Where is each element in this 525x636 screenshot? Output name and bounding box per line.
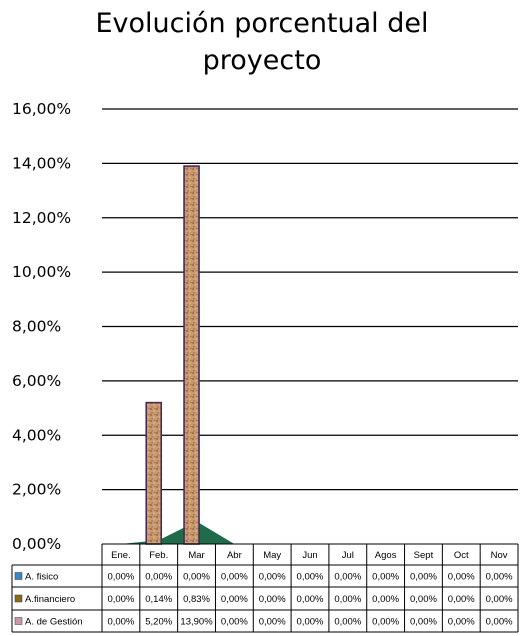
legend-key-2 — [14, 617, 23, 625]
table-cell: 0,00% — [107, 617, 134, 628]
y-axis-ticks: 0,00% 2,00% 4,00% 6,00% 8,00% 10,00% 12,00% 14,… — [12, 100, 71, 553]
table-cell: 0,00% — [334, 617, 361, 628]
table-cell: 0,00% — [486, 572, 513, 583]
table-cell: 0,00% — [486, 617, 513, 628]
table-cell: 0,00% — [259, 617, 286, 628]
chart-title-line: proyecto — [203, 45, 322, 76]
table-cell: 0,00% — [372, 594, 399, 605]
table-cell: 0,00% — [448, 594, 475, 605]
table-cell: 13,90% — [180, 617, 213, 628]
category-label: Feb. — [149, 550, 168, 561]
category-label: Jun — [302, 550, 317, 561]
category-label: Mar — [188, 550, 204, 561]
bar-Mar — [183, 165, 200, 545]
data-table: Ene. Feb. Mar Abr May Jun Jul Agos Sept Oct Nov A. … — [11, 543, 519, 633]
table-cell: 0,00% — [334, 572, 361, 583]
table-cell: 0,00% — [297, 594, 324, 605]
bar-Feb. — [145, 401, 163, 545]
table-cell: 0,00% — [297, 617, 324, 628]
y-tick-label: 4,00% — [12, 426, 61, 444]
table-cell: 0,00% — [410, 572, 437, 583]
table-cell: 0,00% — [107, 594, 134, 605]
chart-title-line: Evolución porcentual del — [95, 8, 428, 39]
table-cell: 0,00% — [221, 572, 248, 583]
table-cell: 0,00% — [486, 594, 513, 605]
table-cell: 0,00% — [259, 594, 286, 605]
table-cell: 0,00% — [107, 572, 134, 583]
table-cell: 0,00% — [410, 594, 437, 605]
y-tick-label: 2,00% — [12, 481, 61, 499]
chart-title: Evolución porcentual del proyecto — [95, 8, 428, 76]
legend-key-1 — [14, 594, 23, 603]
table-cell: 0,00% — [221, 617, 248, 628]
category-label: Oct — [454, 550, 469, 561]
y-tick-label: 10,00% — [12, 263, 71, 281]
category-label: Sept — [414, 550, 434, 561]
legend-label: A.financiero — [25, 594, 75, 605]
table-cell: 0,00% — [448, 617, 475, 628]
legend-label: A. fisico — [25, 572, 58, 583]
table-cell: 0,00% — [259, 572, 286, 583]
area-series — [107, 521, 513, 544]
gridlines — [102, 108, 518, 491]
y-tick-label: 16,00% — [12, 100, 71, 118]
table-cell: 0,00% — [372, 572, 399, 583]
table-cell: 0,14% — [145, 594, 172, 605]
bar-series — [145, 165, 200, 545]
y-tick-label: 14,00% — [12, 154, 71, 172]
area-series-1 — [107, 521, 513, 544]
y-tick-label: 8,00% — [12, 318, 61, 336]
table-cell: 0,00% — [297, 572, 324, 583]
category-label: Agos — [375, 550, 397, 561]
y-tick-label: 6,00% — [12, 372, 61, 390]
table-cell: 0,00% — [410, 617, 437, 628]
legend-label: A. de Gestión — [25, 617, 83, 628]
y-tick-label: 0,00% — [12, 535, 61, 553]
y-tick-label: 12,00% — [12, 209, 71, 227]
category-label: Ene. — [111, 550, 131, 561]
category-label: May — [263, 550, 281, 561]
category-label: Jul — [342, 550, 354, 561]
category-label: Abr — [227, 550, 242, 561]
table-cell: 0,00% — [334, 594, 361, 605]
table-cell: 5,20% — [145, 617, 172, 628]
table-cell: 0,00% — [372, 617, 399, 628]
table-cell: 0,83% — [183, 594, 210, 605]
table-cell: 0,00% — [221, 594, 248, 605]
table-cell: 0,00% — [145, 572, 172, 583]
table-cell: 0,00% — [183, 572, 210, 583]
category-label: Nov — [491, 550, 508, 561]
legend-key-0 — [14, 572, 23, 580]
table-cell: 0,00% — [448, 572, 475, 583]
